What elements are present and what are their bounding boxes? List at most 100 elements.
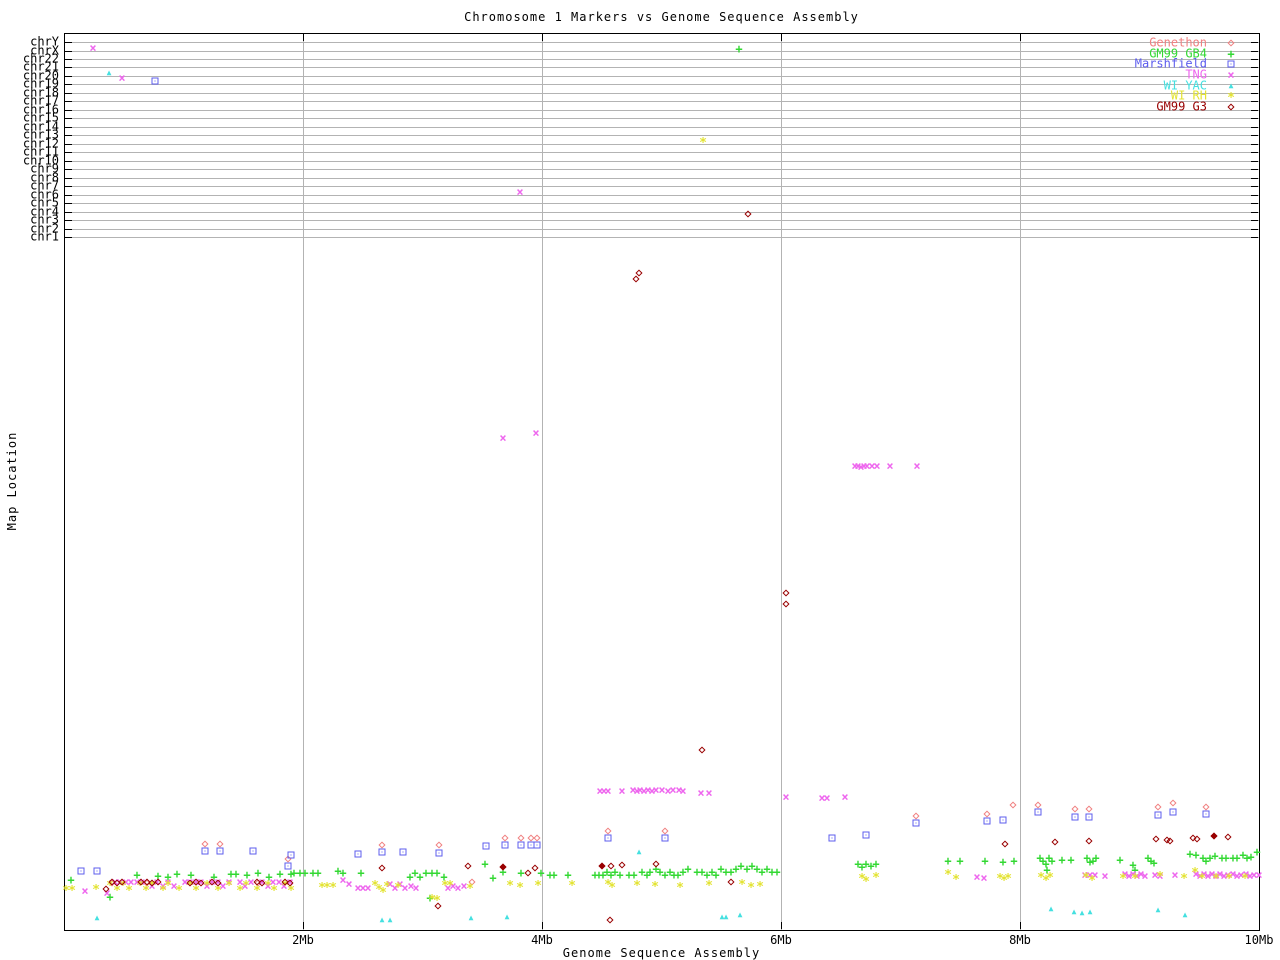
data-point-cross: × (854, 458, 862, 473)
y-tick-label: chr11 (22, 144, 59, 159)
data-point-cross: × (652, 782, 660, 797)
chromosome-gridline (65, 212, 1259, 213)
mb-gridline (542, 34, 543, 930)
data-point-cross: × (1233, 868, 1241, 883)
data-point-plus: + (314, 865, 322, 880)
chromosome-gridline (65, 76, 1259, 77)
data-point-cross: × (818, 790, 826, 805)
data-point-cross: × (1216, 866, 1224, 881)
data-point-cross: × (286, 874, 294, 889)
y-tick-label: chr18 (22, 85, 59, 100)
data-point-plus: + (1129, 857, 1137, 872)
data-point-plus: + (309, 865, 317, 880)
data-point-asterisk: ∗ (568, 875, 576, 891)
data-point-square (501, 841, 509, 849)
legend-label: GM99 GB4 (1149, 46, 1207, 61)
legend-label: WI YAC (1163, 78, 1207, 93)
data-point-asterisk: ∗ (92, 879, 100, 895)
chromosome-gridline (65, 237, 1259, 238)
data-point-plus: + (173, 866, 181, 881)
data-point-plus: + (416, 869, 424, 884)
data-point-cross: × (604, 783, 612, 798)
data-point-plus: + (703, 867, 711, 882)
data-point-asterisk: ∗ (1004, 868, 1012, 884)
data-point-asterisk: ∗ (68, 880, 76, 896)
legend-label: TNG (1185, 67, 1207, 82)
data-point-cross: × (111, 874, 119, 889)
data-point-square (201, 847, 209, 855)
y-tick-mark-left (65, 186, 72, 187)
data-point-asterisk: ∗ (164, 875, 172, 891)
data-point-asterisk: ∗ (651, 876, 659, 892)
y-tick-mark-right (1251, 135, 1258, 136)
data-point-square (378, 848, 386, 856)
data-point-asterisk: ∗ (186, 875, 194, 891)
data-point-plus: + (1043, 862, 1051, 877)
data-point-plus: + (679, 864, 687, 879)
data-point-cross: × (449, 878, 457, 893)
data-point-plus: + (1010, 853, 1018, 868)
y-tick-mark-left (65, 169, 72, 170)
chart-title: Chromosome 1 Markers vs Genome Sequence … (464, 10, 859, 24)
y-tick-label: chr17 (22, 93, 59, 108)
data-point-cross: × (364, 880, 372, 895)
data-point-plus: + (1116, 852, 1124, 867)
chromosome-gridline (65, 127, 1259, 128)
data-point-plus: + (227, 866, 235, 881)
y-tick-mark-right (1251, 152, 1258, 153)
data-point-plus: + (1083, 850, 1091, 865)
data-point-asterisk: ∗ (747, 877, 755, 893)
data-point-plus: + (1144, 850, 1152, 865)
data-point-plus: + (1211, 848, 1219, 863)
data-point-square (151, 77, 159, 85)
data-point-plus: + (727, 864, 735, 879)
data-point-asterisk: ∗ (236, 880, 244, 896)
data-point-plus: + (1218, 850, 1226, 865)
data-point-square (77, 867, 85, 875)
y-tick-mark-left (65, 42, 72, 43)
chromosome-gridline (65, 169, 1259, 170)
data-point-plus: + (1042, 856, 1050, 871)
data-point-cross: × (1229, 866, 1237, 881)
data-point-cross: × (1156, 868, 1164, 883)
chromosome-gridline (65, 59, 1259, 60)
data-point-plus: + (334, 863, 342, 878)
data-point-plus: + (666, 864, 674, 879)
y-tick-mark-right (1251, 67, 1258, 68)
data-point-plus: + (276, 866, 284, 881)
data-point-cross: × (1200, 866, 1208, 881)
data-point-plus: + (625, 867, 633, 882)
data-point-cross: × (873, 458, 881, 473)
data-point-cross: × (401, 880, 409, 895)
data-point-plus: + (499, 864, 507, 879)
data-point-plus: + (652, 861, 660, 876)
data-point-square (284, 862, 292, 870)
data-point-plus: + (595, 867, 603, 882)
data-point-cross: × (1196, 868, 1204, 883)
data-point-plus: + (296, 865, 304, 880)
chromosome-gridline (65, 186, 1259, 187)
data-point-cross: × (264, 878, 272, 893)
data-point-asterisk: ∗ (952, 869, 960, 885)
data-point-plus: + (607, 867, 615, 882)
data-point-square (828, 834, 836, 842)
y-tick-label: chr13 (22, 127, 59, 142)
data-point-triangle: ▲ (1048, 903, 1054, 913)
data-point-asterisk: ∗ (1241, 868, 1249, 884)
data-point-asterisk: ∗ (1212, 868, 1220, 884)
x-tick-label: 4Mb (531, 933, 553, 947)
data-point-asterisk: ∗ (142, 880, 150, 896)
data-point-plus: + (693, 864, 701, 879)
y-tick-mark-left (65, 84, 72, 85)
data-point-plus: + (773, 864, 781, 879)
data-point-plus: + (862, 856, 870, 871)
data-point-square (1034, 808, 1042, 816)
data-point-cross: × (170, 878, 178, 893)
data-point-asterisk: ∗ (858, 868, 866, 884)
data-point-plus: + (630, 867, 638, 882)
data-point-cross: × (116, 874, 124, 889)
data-point-asterisk: ∗ (738, 874, 746, 890)
y-tick-mark-left (65, 67, 72, 68)
data-point-plus: + (854, 856, 862, 871)
data-point-square (287, 851, 295, 859)
